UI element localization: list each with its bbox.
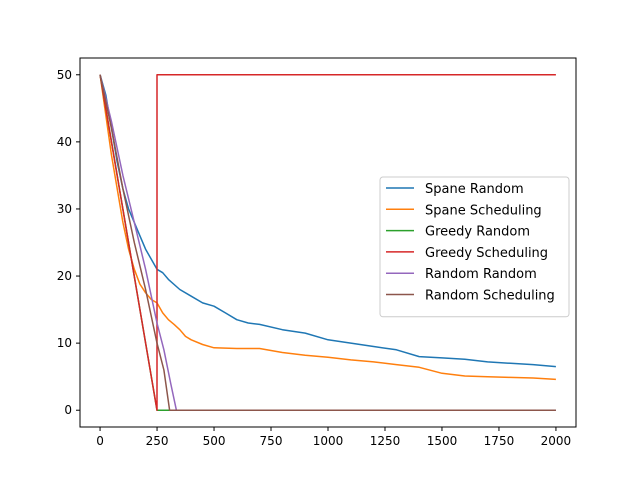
legend-label: Random Random bbox=[425, 267, 537, 282]
legend-box bbox=[379, 176, 570, 318]
plot-lines bbox=[99, 74, 556, 411]
series-line-greedy-scheduling bbox=[99, 74, 556, 411]
y-tick-label: 40 bbox=[57, 135, 72, 149]
legend-label: Random Scheduling bbox=[425, 289, 555, 304]
y-tick-label: 10 bbox=[57, 336, 72, 350]
x-tick-label: 1000 bbox=[313, 434, 344, 448]
x-tick-label: 1500 bbox=[427, 434, 458, 448]
legend: Spane Random Spane Scheduling Greedy Rando… bbox=[379, 176, 570, 318]
series-line-random-random bbox=[99, 74, 556, 411]
x-tick-label: 0 bbox=[96, 434, 104, 448]
legend-label: Greedy Scheduling bbox=[425, 246, 548, 261]
series-line-spane-random bbox=[99, 74, 556, 368]
x-tick-label: 1750 bbox=[484, 434, 515, 448]
legend-label: Greedy Random bbox=[425, 225, 530, 240]
x-tick-label: 750 bbox=[260, 434, 283, 448]
x-tick-label: 1250 bbox=[370, 434, 401, 448]
y-tick-label: 0 bbox=[64, 403, 72, 417]
x-tick-label: 2000 bbox=[541, 434, 572, 448]
legend-label: Spane Scheduling bbox=[425, 203, 542, 218]
legend-label: Spane Random bbox=[425, 182, 524, 197]
y-tick-label: 30 bbox=[57, 202, 72, 216]
y-tick-label: 20 bbox=[57, 269, 72, 283]
x-tick-label: 500 bbox=[203, 434, 226, 448]
x-axis: 0 250 500 750 1000 1250 1500 1750 2000 bbox=[96, 427, 571, 448]
y-axis: 0 10 20 30 40 50 bbox=[57, 68, 80, 417]
series-line-random-scheduling bbox=[99, 74, 556, 411]
y-tick-label: 50 bbox=[57, 68, 72, 82]
x-tick-label: 250 bbox=[146, 434, 169, 448]
